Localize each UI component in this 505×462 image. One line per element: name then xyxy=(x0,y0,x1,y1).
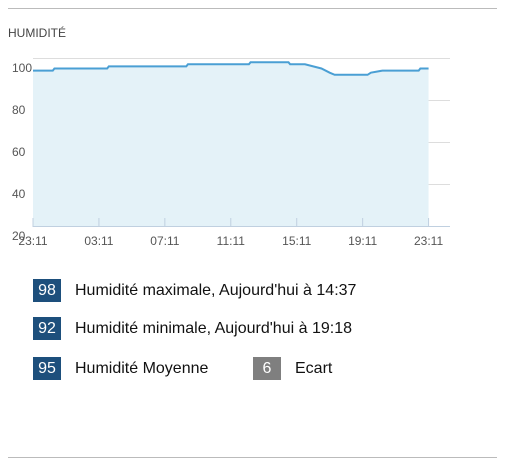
x-tick-label: 23:11 xyxy=(18,234,47,248)
y-tick-label: 20 xyxy=(12,229,26,243)
badge-value: 6 xyxy=(263,360,272,377)
summary-label: Humidité Moyenne xyxy=(75,360,209,377)
badge-value: 95 xyxy=(38,360,56,377)
area-fill xyxy=(33,62,429,227)
summary-label: Humidité maximale, Aujourd'hui à 14:37 xyxy=(75,282,357,299)
x-tick-label: 19:11 xyxy=(348,234,377,248)
y-tick-label: 40 xyxy=(12,187,26,201)
y-tick-label: 80 xyxy=(12,103,26,117)
y-tick-label: 100 xyxy=(12,61,32,75)
x-tick-label: 15:11 xyxy=(282,234,311,248)
summary-label: Ecart xyxy=(295,360,333,377)
chart-title: HUMIDITÉ xyxy=(8,25,66,40)
y-tick-label: 60 xyxy=(12,145,26,159)
line xyxy=(33,61,429,76)
badge xyxy=(33,317,61,340)
x-tick-label: 03:11 xyxy=(84,234,113,248)
x-tick-label: 11:11 xyxy=(217,234,246,248)
badge-value: 98 xyxy=(38,282,56,299)
x-tick-label: 23:11 xyxy=(414,234,443,248)
badge-value: 92 xyxy=(38,320,56,337)
badge xyxy=(33,279,61,302)
x-tick-label: 07:11 xyxy=(150,234,179,248)
badge xyxy=(33,357,61,380)
badge xyxy=(253,357,281,380)
summary-label: Humidité minimale, Aujourd'hui à 19:18 xyxy=(75,320,352,337)
